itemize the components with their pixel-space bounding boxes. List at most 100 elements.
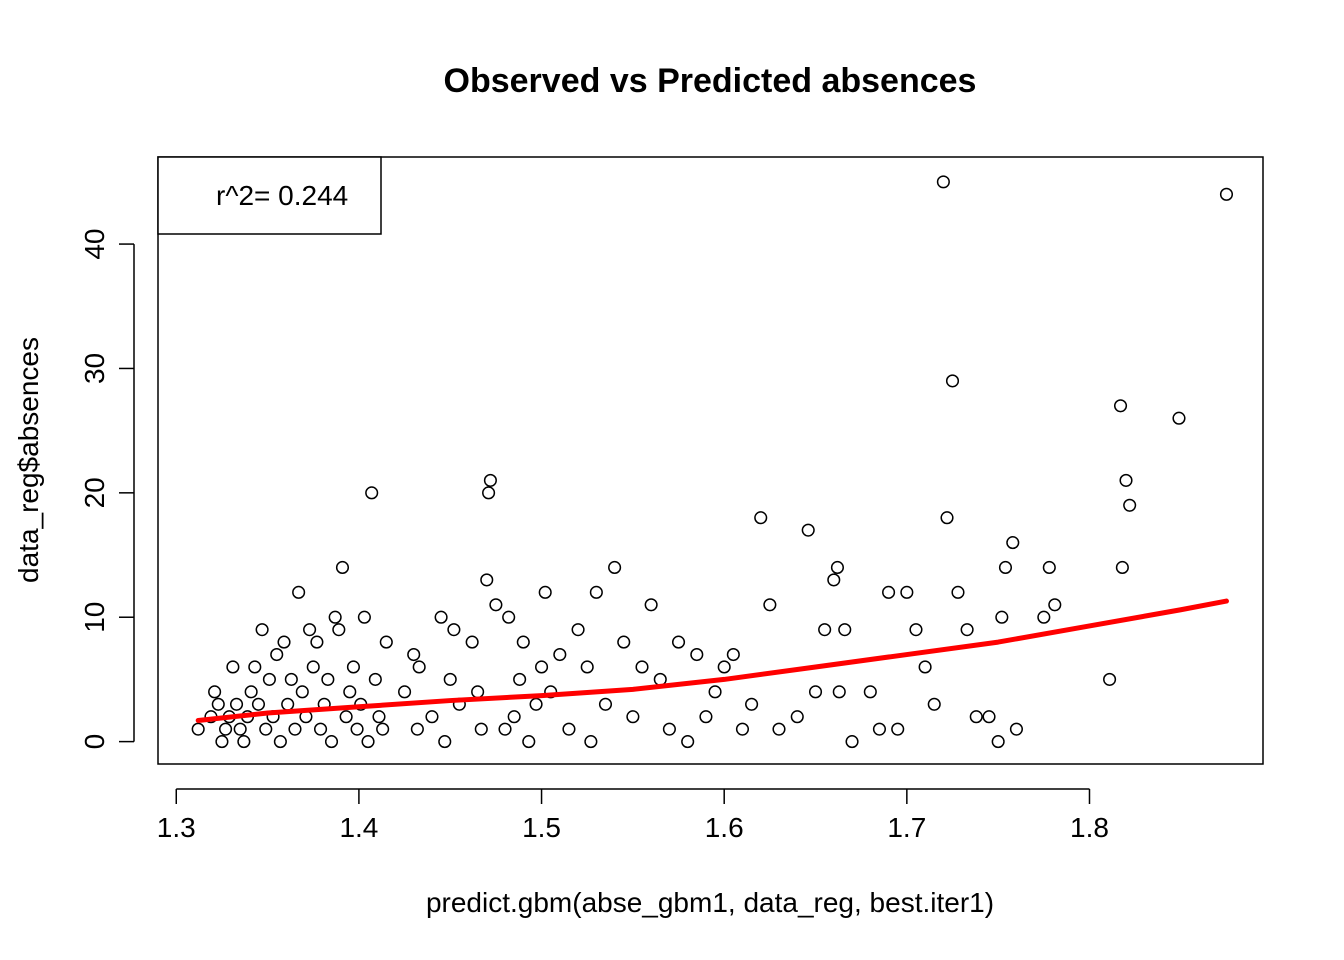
scatter-point [845, 735, 859, 749]
y-tick-label: 20 [79, 477, 110, 508]
scatter-point [1219, 187, 1234, 201]
scatter-point [251, 697, 266, 711]
scatter-point [398, 685, 412, 699]
scatter-point [288, 722, 302, 736]
scatter-point [321, 672, 335, 686]
scatter-point [443, 672, 457, 686]
scatter-point [255, 623, 269, 637]
scatter-point [529, 697, 543, 711]
scatter-point [644, 598, 658, 612]
scatter-point [522, 735, 536, 749]
scatter-point [598, 697, 613, 711]
x-axis: 1.3 1.4 1.5 1.6 1.7 1.8 [157, 788, 1109, 843]
scatter-point [343, 685, 357, 699]
scatter-point [292, 585, 306, 599]
scatter-point [909, 623, 923, 637]
y-tick-label: 40 [79, 228, 110, 259]
scatter-point [208, 685, 222, 699]
scatter-point [357, 610, 371, 624]
scatter-point [1048, 598, 1062, 612]
scatter-point [969, 710, 983, 724]
scatter-point [589, 585, 603, 599]
scatter-point [410, 722, 424, 736]
scatter-point [1037, 610, 1051, 624]
scatter-point [927, 697, 941, 711]
x-tick-label: 1.7 [887, 812, 926, 843]
scatter-point [498, 722, 512, 736]
scatter-point [580, 660, 594, 674]
scatter-point [191, 722, 205, 736]
scatter-point [379, 635, 393, 649]
scatter-point [229, 697, 244, 711]
x-tick-label: 1.4 [339, 812, 378, 843]
scatter-point [284, 672, 298, 686]
scatter-point [215, 735, 229, 749]
scatter-point [801, 523, 815, 537]
scatter-point [262, 672, 276, 686]
scatter-point [516, 635, 530, 649]
x-tick-label: 1.5 [522, 812, 561, 843]
scatter-point [502, 610, 516, 624]
scatter-point [335, 560, 350, 575]
scatter-point [998, 560, 1013, 575]
scatter-point [995, 610, 1009, 624]
scatter-point [838, 623, 852, 637]
scatter-point [535, 660, 549, 674]
scatter-point [211, 697, 225, 711]
scatter-point [708, 685, 722, 699]
scatter-point [584, 735, 598, 749]
scatter-point [1119, 473, 1133, 487]
scatter-point [699, 710, 713, 724]
scatter-point [538, 585, 552, 599]
y-tick-label: 10 [79, 602, 110, 633]
scatter-point [365, 486, 379, 500]
scatter-point [790, 710, 804, 724]
scatter-point [471, 685, 485, 699]
scatter-point [244, 685, 258, 699]
scatter-point [346, 660, 360, 674]
scatter-point [465, 635, 479, 649]
scatter-point [662, 722, 676, 736]
scatter-point [827, 573, 841, 587]
legend-text: r^2= 0.244 [216, 180, 348, 211]
scatter-point [483, 473, 497, 487]
y-axis: 0 10 20 30 40 [79, 228, 135, 749]
scatter-point [553, 647, 567, 662]
scatter-point [872, 722, 886, 736]
scatter-point [940, 511, 954, 525]
chart-title: Observed vs Predicted absences [444, 62, 977, 100]
scatter-point [438, 735, 452, 749]
scatter-point [248, 660, 262, 674]
scatter-point [281, 697, 295, 711]
scatter-point [295, 685, 309, 699]
legend: r^2= 0.244 [157, 156, 382, 235]
fit-line-layer [195, 598, 1229, 723]
scatter-point [832, 685, 846, 699]
scatter-point [754, 511, 768, 525]
scatter-point [960, 623, 974, 637]
scatter-point [489, 598, 503, 612]
scatter-point [982, 710, 996, 724]
scatter-point [626, 710, 640, 724]
scatter-point [361, 735, 375, 749]
scatter-point [513, 672, 527, 686]
scatter-point [830, 560, 844, 575]
scatter-point [219, 722, 233, 736]
scatter-point [936, 175, 950, 189]
x-tick-label: 1.6 [705, 812, 744, 843]
scatter-point [328, 610, 342, 624]
scatter-point [900, 585, 914, 599]
y-axis-label: data_reg$absences [13, 337, 44, 583]
scatter-point [376, 722, 390, 736]
scatter-point [233, 722, 247, 736]
scatter-point [863, 685, 877, 699]
scatter-point [1103, 672, 1117, 686]
scatter-point [726, 647, 740, 662]
scatter-point [368, 672, 382, 686]
scatter-point [270, 647, 284, 662]
legend-box [157, 156, 382, 235]
scatter-points [191, 175, 1234, 749]
scatter-point [314, 722, 328, 736]
scatter-point [763, 598, 777, 612]
